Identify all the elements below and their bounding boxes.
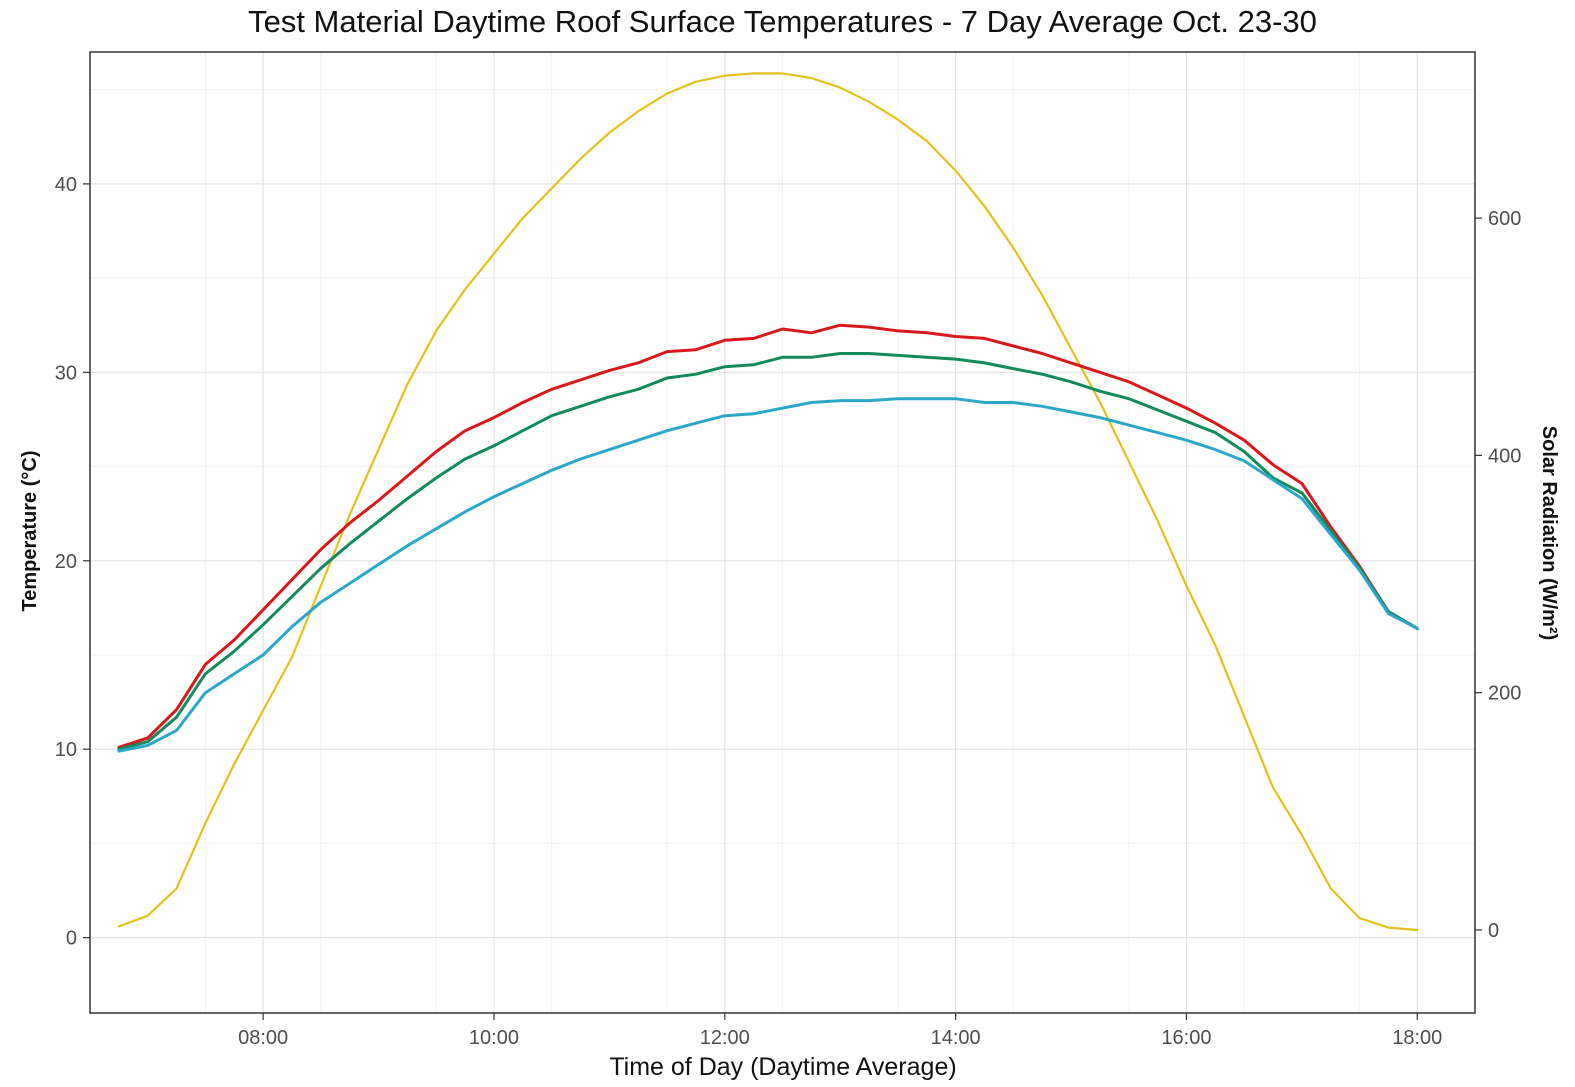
x-tick-label: 10:00 — [469, 1027, 519, 1049]
temperature-line-2 — [117, 323, 1419, 749]
y-axis-title: Temperature (°C) — [19, 451, 41, 612]
temperature-line-4 — [117, 397, 1419, 753]
x-tick-label: 08:00 — [238, 1027, 288, 1049]
y2-tick-label: 400 — [1488, 445, 1521, 467]
y-tick-label: 10 — [55, 739, 77, 761]
x-axis-title: Time of Day (Daytime Average) — [609, 1053, 956, 1081]
y-tick-label: 40 — [55, 174, 77, 196]
x-tick-label: 18:00 — [1392, 1027, 1442, 1049]
series-layer — [117, 72, 1419, 932]
plot-frame — [89, 51, 1476, 1014]
grid-layer — [89, 52, 1476, 1013]
chart-title: Test Material Daytime Roof Surface Tempe… — [248, 4, 1317, 39]
solar-radiation-line — [117, 72, 1419, 932]
x-tick-label: 12:00 — [700, 1027, 750, 1049]
y-tick-label: 0 — [66, 928, 77, 950]
y2-tick-label: 200 — [1488, 683, 1521, 705]
x-tick-label: 16:00 — [1161, 1027, 1211, 1049]
x-tick-label: 14:00 — [931, 1027, 981, 1049]
y-tick-label: 20 — [55, 551, 77, 573]
y2-axis-title: Solar Radiation (W/m²) — [1538, 426, 1560, 640]
temperature-line-3 — [117, 352, 1419, 751]
y-tick-label: 30 — [55, 362, 77, 384]
y2-tick-label: 600 — [1488, 208, 1521, 230]
ticks-layer: 08:00 10:00 12:00 14:00 16:00 18:000102030400… — [55, 174, 1522, 1049]
y2-tick-label: 0 — [1488, 920, 1499, 942]
